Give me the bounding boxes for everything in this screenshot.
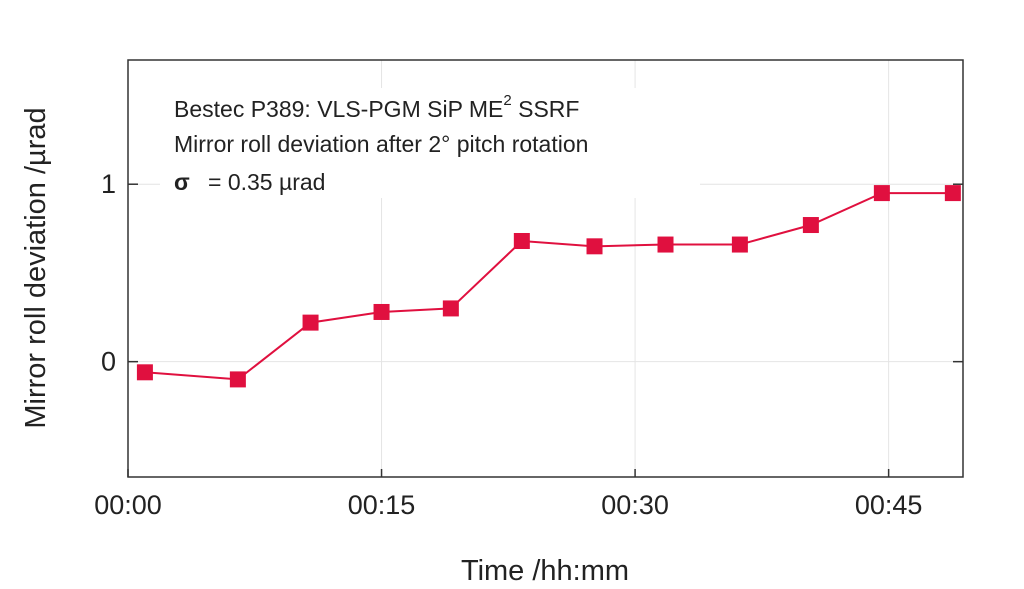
data-point-marker bbox=[944, 185, 961, 202]
data-point-marker bbox=[229, 371, 246, 388]
annotation-sigma-value: = 0.35 µrad bbox=[208, 169, 325, 195]
series-line bbox=[144, 192, 953, 381]
data-point-marker bbox=[373, 303, 390, 320]
annotation-superscript: 2 bbox=[503, 92, 511, 109]
annotation-sigma-symbol: σ bbox=[174, 169, 190, 195]
x-tick-label: 00:00 bbox=[94, 490, 162, 520]
annotation-line2: Mirror roll deviation after 2° pitch rot… bbox=[174, 131, 588, 157]
data-point-marker bbox=[731, 236, 748, 253]
ticks: 00:00 00:15 00:30 00:45 0 1 bbox=[94, 169, 963, 520]
data-point-marker bbox=[442, 300, 459, 317]
y-tick-label: 1 bbox=[101, 169, 116, 199]
data-point-marker bbox=[657, 236, 674, 253]
data-point-marker bbox=[586, 238, 603, 255]
x-tick-label: 00:30 bbox=[601, 490, 669, 520]
data-point-marker bbox=[302, 314, 319, 331]
x-tick-label: 00:15 bbox=[348, 490, 416, 520]
data-point-marker bbox=[802, 217, 819, 234]
x-tick-label: 00:45 bbox=[855, 490, 923, 520]
y-axis-label: Mirror roll deviation /µrad bbox=[20, 107, 52, 428]
data-point-marker bbox=[136, 364, 153, 381]
data-point-marker bbox=[513, 232, 530, 249]
y-tick-label: 0 bbox=[101, 347, 116, 377]
series bbox=[136, 185, 961, 388]
x-axis-label: Time /hh:mm bbox=[461, 555, 629, 587]
data-point-marker bbox=[873, 185, 890, 202]
annotation-line1: Bestec P389: VLS-PGM SiP ME2 SSRF bbox=[174, 92, 579, 122]
annotation-background bbox=[160, 88, 700, 198]
plot-frame bbox=[127, 59, 964, 478]
